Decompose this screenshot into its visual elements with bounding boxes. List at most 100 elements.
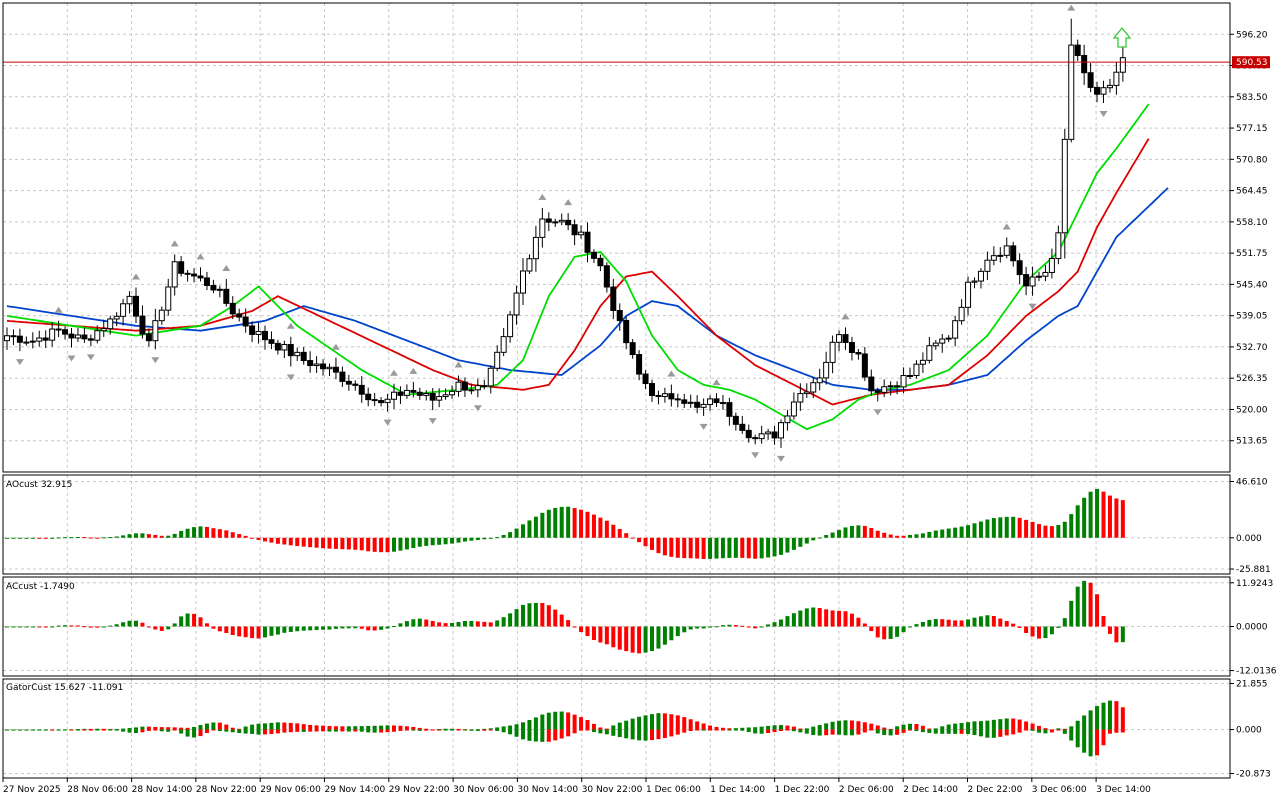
candle[interactable]	[571, 219, 578, 246]
candle[interactable]	[874, 387, 881, 402]
candle[interactable]	[391, 383, 397, 409]
candle[interactable]	[332, 357, 339, 380]
candle[interactable]	[687, 394, 694, 408]
candle[interactable]	[1010, 241, 1017, 267]
candle[interactable]	[1074, 39, 1081, 61]
candle[interactable]	[455, 375, 462, 397]
candle[interactable]	[358, 376, 365, 403]
candle[interactable]	[745, 424, 752, 443]
candle[interactable]	[597, 254, 604, 272]
candle[interactable]	[887, 381, 894, 396]
candle[interactable]	[87, 334, 94, 347]
candle[interactable]	[661, 387, 668, 403]
candle[interactable]	[674, 393, 681, 408]
candle[interactable]	[487, 365, 494, 394]
candle[interactable]	[1048, 248, 1055, 279]
candle[interactable]	[784, 409, 791, 431]
candle[interactable]	[339, 366, 346, 387]
candle[interactable]	[532, 225, 539, 272]
candle[interactable]	[823, 351, 830, 385]
candle[interactable]	[436, 388, 443, 408]
candle[interactable]	[1087, 63, 1094, 93]
candle[interactable]	[94, 325, 101, 344]
candle[interactable]	[1036, 271, 1042, 282]
candle[interactable]	[694, 395, 701, 414]
awesome-oscillator-pane[interactable]: AOcust 32.915 46.610 0.000 -25.881	[2, 474, 1271, 575]
candle[interactable]	[242, 308, 249, 333]
candle[interactable]	[171, 254, 178, 296]
candle[interactable]	[449, 385, 456, 399]
price-pane[interactable]: 596.20589.85583.50577.15570.80564.45558.…	[2, 2, 1270, 473]
candle[interactable]	[461, 377, 468, 397]
candle[interactable]	[803, 383, 810, 398]
candle[interactable]	[649, 379, 655, 402]
candle[interactable]	[1113, 62, 1120, 95]
candle[interactable]	[1119, 47, 1126, 82]
candle[interactable]	[36, 330, 43, 347]
candle[interactable]	[655, 390, 662, 405]
candle[interactable]	[919, 352, 926, 373]
candle[interactable]	[281, 340, 288, 359]
candle[interactable]	[945, 335, 952, 343]
candle[interactable]	[210, 279, 217, 294]
candle[interactable]	[55, 320, 62, 338]
candle[interactable]	[294, 347, 301, 361]
candle[interactable]	[758, 425, 765, 444]
candle[interactable]	[249, 321, 256, 343]
candle[interactable]	[958, 299, 965, 325]
candle[interactable]	[274, 339, 281, 355]
candle[interactable]	[229, 296, 236, 320]
candle[interactable]	[481, 379, 488, 390]
candle[interactable]	[494, 345, 501, 372]
candle[interactable]	[184, 270, 191, 282]
candle[interactable]	[848, 336, 855, 361]
candle[interactable]	[145, 328, 152, 347]
candle[interactable]	[1029, 266, 1036, 296]
time-axis[interactable]: 27 Nov 2025 28 Nov 06:00 28 Nov 14:00 28 No…	[2, 778, 1151, 795]
candle[interactable]	[842, 327, 849, 350]
candle[interactable]	[668, 384, 675, 407]
candle[interactable]	[268, 331, 275, 350]
candle[interactable]	[139, 305, 146, 339]
candle[interactable]	[952, 315, 959, 347]
candle[interactable]	[565, 213, 572, 231]
candle[interactable]	[1042, 265, 1049, 282]
candle[interactable]	[752, 434, 759, 445]
candle[interactable]	[603, 262, 610, 293]
candle[interactable]	[790, 392, 797, 420]
candle[interactable]	[726, 397, 733, 426]
candle[interactable]	[739, 415, 746, 434]
candle[interactable]	[610, 278, 617, 320]
candle[interactable]	[81, 327, 88, 343]
candle[interactable]	[578, 225, 585, 239]
candle[interactable]	[629, 339, 636, 359]
candle[interactable]	[771, 425, 778, 445]
candle[interactable]	[881, 379, 888, 398]
candle[interactable]	[1055, 225, 1062, 265]
candle[interactable]	[307, 351, 314, 373]
candle[interactable]	[868, 369, 875, 396]
candle[interactable]	[984, 251, 991, 280]
candle[interactable]	[442, 388, 449, 400]
candle[interactable]	[326, 363, 333, 377]
candle[interactable]	[29, 332, 36, 349]
candle[interactable]	[997, 247, 1004, 263]
candle[interactable]	[1003, 237, 1010, 259]
candle[interactable]	[855, 348, 862, 360]
candle[interactable]	[1100, 80, 1107, 104]
candle[interactable]	[4, 327, 10, 350]
candle[interactable]	[545, 212, 552, 232]
candle[interactable]	[468, 383, 475, 395]
candle[interactable]	[797, 383, 804, 412]
candle[interactable]	[913, 360, 920, 379]
candle[interactable]	[977, 268, 984, 289]
candle[interactable]	[352, 380, 359, 391]
candle[interactable]	[152, 308, 159, 350]
candle[interactable]	[223, 278, 230, 307]
candle[interactable]	[939, 334, 946, 353]
candle[interactable]	[1016, 253, 1023, 285]
candle[interactable]	[623, 316, 630, 350]
candle[interactable]	[965, 276, 972, 316]
candle[interactable]	[816, 368, 823, 391]
candle[interactable]	[1106, 78, 1113, 93]
